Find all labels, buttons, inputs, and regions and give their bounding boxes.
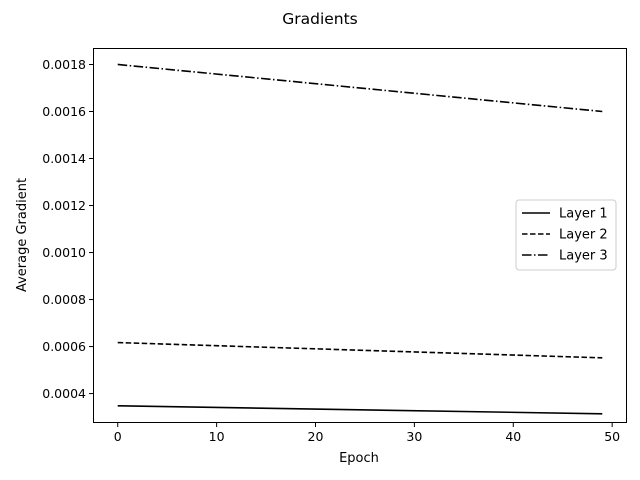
y-tick-label: 0.0012 <box>42 198 86 213</box>
legend-box <box>515 199 617 271</box>
x-tick-label: 30 <box>406 429 422 444</box>
y-axis-title: Average Gradient <box>15 178 30 292</box>
x-tick-label: 20 <box>308 429 324 444</box>
chart-title: Gradients <box>282 10 358 28</box>
legend-label: Layer 3 <box>559 249 608 264</box>
y-tick-label: 0.0016 <box>42 104 86 119</box>
series-line-layer-3 <box>117 63 603 113</box>
x-tick-label: 10 <box>209 429 225 444</box>
y-tick-label: 0.0010 <box>42 245 86 260</box>
legend-label: Layer 1 <box>559 207 608 222</box>
y-tick-label: 0.0006 <box>42 339 86 354</box>
x-tick-label: 0 <box>114 429 122 444</box>
x-axis-title: Epoch <box>339 451 379 466</box>
legend-label: Layer 2 <box>559 228 608 243</box>
y-tick-label: 0.0018 <box>42 57 86 72</box>
series-line-layer-2 <box>117 341 603 359</box>
plot-frame <box>93 48 627 423</box>
x-tick-label: 50 <box>604 429 620 444</box>
series-line-layer-1 <box>117 405 603 415</box>
y-tick-label: 0.0004 <box>42 386 86 401</box>
y-tick-label: 0.0014 <box>42 151 86 166</box>
x-tick-label: 40 <box>505 429 521 444</box>
y-tick-label: 0.0008 <box>42 292 86 307</box>
